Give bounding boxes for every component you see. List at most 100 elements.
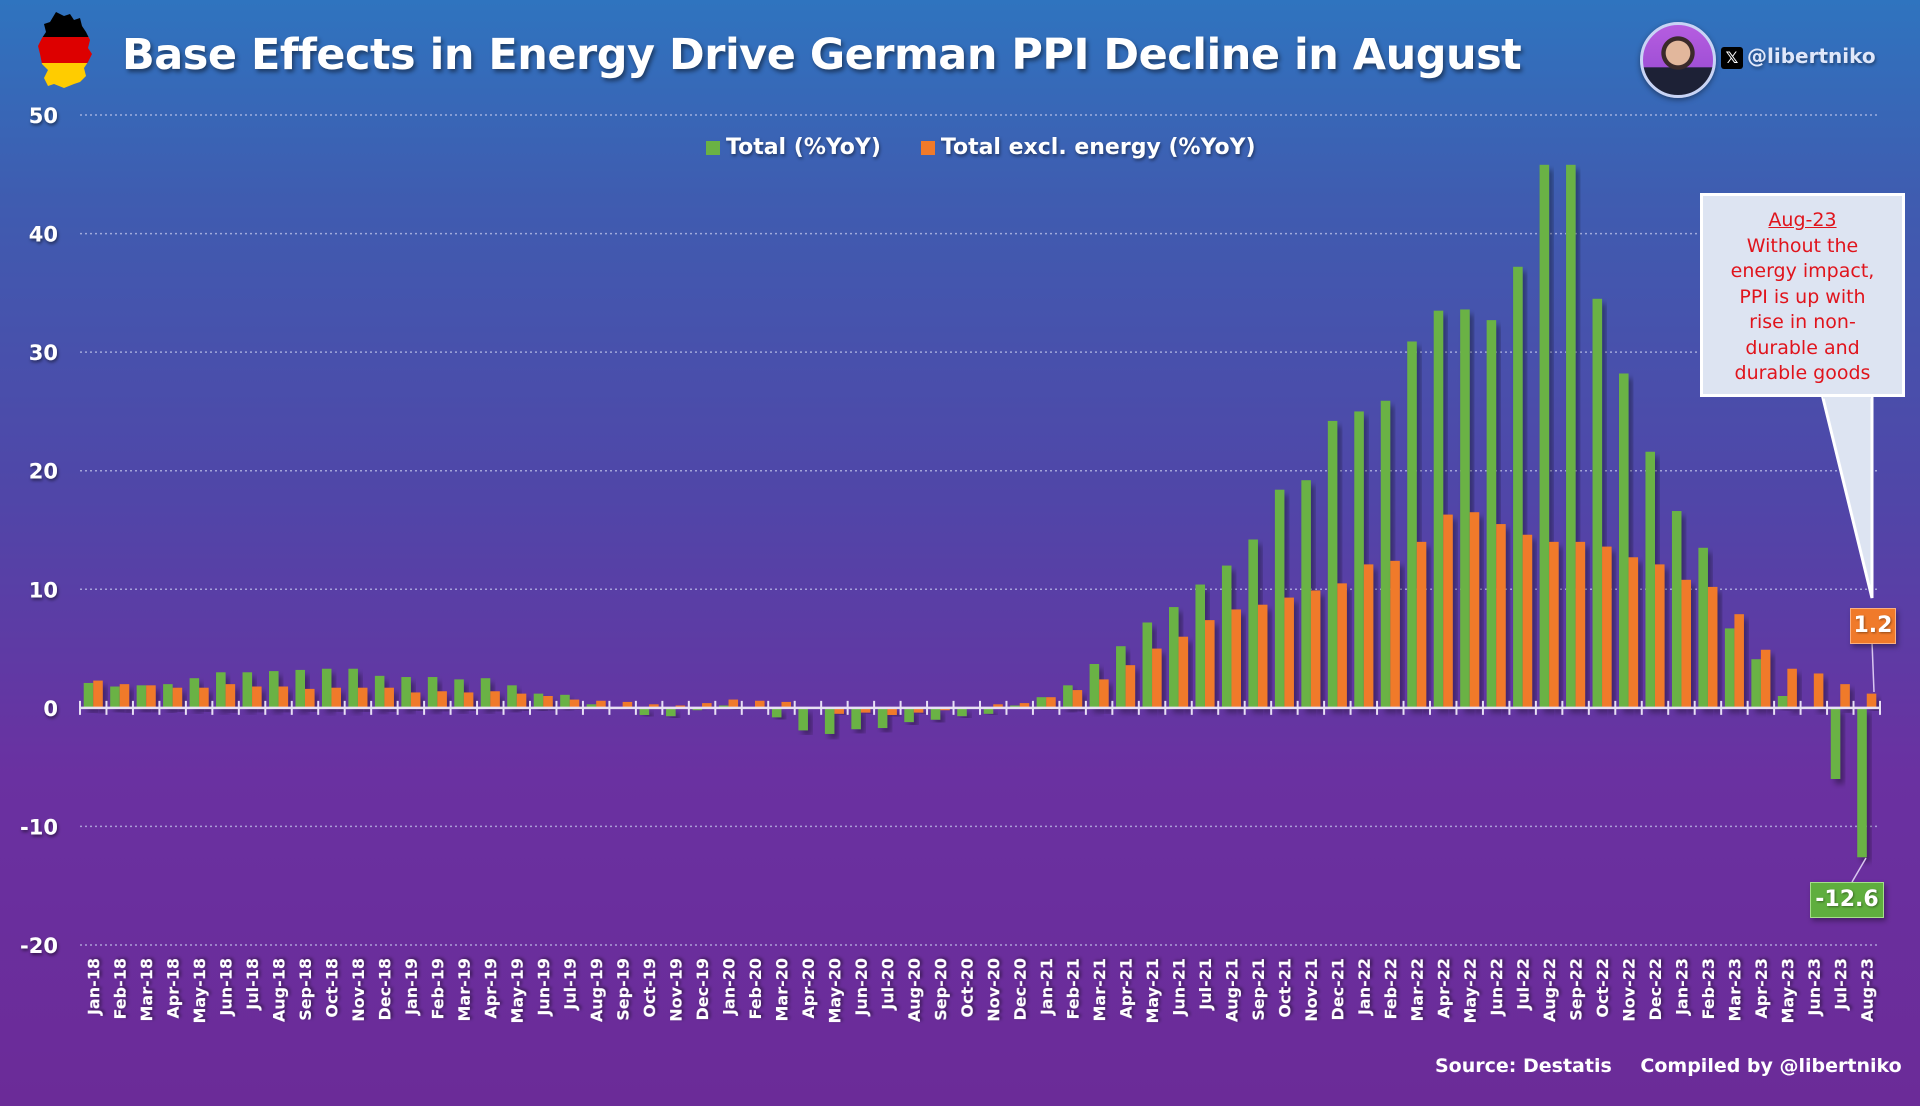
- x-tick-label: Jan-19: [402, 958, 421, 1016]
- bar-excl-energy-oct-22: [1602, 546, 1612, 708]
- x-tick-label: Aug-20: [905, 958, 924, 1022]
- x-tick-label: Oct-22: [1593, 958, 1612, 1018]
- bar-total-apr-21: [1116, 646, 1126, 708]
- x-tick-label: Sep-21: [1249, 958, 1268, 1021]
- bar-excl-energy-dec-22: [1655, 564, 1665, 708]
- bar-excl-energy-jul-22: [1522, 534, 1533, 708]
- bar-excl-energy-dec-20: [1019, 703, 1030, 708]
- value-label-total-aug-23: -12.6: [1810, 882, 1884, 918]
- bar-total-mar-20: [771, 707, 782, 718]
- germany-map-flag-icon: [38, 12, 92, 88]
- x-tick-label: Jul-18: [243, 958, 262, 1011]
- bar-excl-energy-oct-18: [331, 687, 341, 708]
- x-tick-label: Jan-23: [1672, 958, 1691, 1016]
- bar-excl-energy-jun-19: [543, 696, 553, 708]
- x-tick-label: Aug-22: [1540, 958, 1559, 1022]
- bar-total-aug-22: [1539, 164, 1550, 708]
- bar-total-nov-21: [1301, 480, 1311, 708]
- callout-line: Without the: [1746, 234, 1859, 257]
- bar-excl-energy-apr-18: [172, 687, 183, 708]
- callout-line: PPI is up with: [1739, 285, 1866, 308]
- bar-total-oct-19: [639, 707, 650, 715]
- bar-total-aug-21: [1221, 565, 1232, 708]
- bar-excl-energy-mar-23: [1734, 614, 1744, 708]
- bar-total-dec-22: [1645, 451, 1655, 708]
- x-tick-label: Jun-22: [1487, 958, 1506, 1017]
- callout-line: durable and: [1745, 336, 1860, 359]
- bar-excl-energy-oct-21: [1284, 597, 1294, 708]
- x-tick-label: Dec-18: [375, 958, 394, 1021]
- legend-label-excl-energy: Total excl. energy (%YoY): [940, 135, 1256, 160]
- bar-excl-energy-dec-19: [702, 703, 712, 708]
- bar-total-jun-20: [851, 707, 861, 730]
- bar-total-mar-19: [454, 679, 464, 708]
- bar-excl-energy-nov-22: [1628, 557, 1639, 708]
- bar-total-jan-22: [1354, 411, 1364, 708]
- bar-excl-energy-jul-19: [569, 699, 580, 708]
- x-tick-label: Apr-19: [481, 958, 500, 1019]
- x-axis-tick-labels: Jan-18 Feb-18 Mar-18 Apr-18 May-18 Jun-18 Jul-…: [84, 958, 1877, 1024]
- bar-total-aug-18: [269, 671, 279, 708]
- bar-total-apr-22: [1433, 310, 1444, 708]
- bar-total-mar-22: [1407, 341, 1417, 708]
- footer: Source: Destatis Compiled by @libertniko: [1435, 1055, 1902, 1077]
- bar-excl-energy-mar-19: [463, 692, 474, 708]
- bar-total-oct-22: [1592, 298, 1603, 708]
- x-tick-label: Jan-20: [720, 958, 739, 1016]
- x-tick-label: Oct-19: [640, 958, 659, 1018]
- bar-total-may-18: [189, 678, 200, 708]
- bar-total-nov-19: [666, 707, 676, 717]
- bar-excl-energy-may-19: [516, 693, 527, 708]
- bar-excl-energy-jan-22: [1363, 564, 1374, 708]
- x-tick-label: Apr-22: [1434, 958, 1453, 1019]
- bar-excl-energy-jul-21: [1205, 620, 1215, 708]
- legend-item-total[interactable]: Total (%YoY): [706, 135, 881, 160]
- bar-excl-energy-may-20: [834, 707, 844, 714]
- x-tick-label: Oct-21: [1275, 958, 1294, 1018]
- bar-total-dec-18: [374, 675, 385, 708]
- y-tick-label: 40: [29, 223, 58, 247]
- bar-excl-energy-jun-18: [225, 684, 236, 708]
- bar-total-may-22: [1460, 309, 1470, 708]
- y-tick-label: 30: [29, 341, 58, 365]
- bar-total-jul-21: [1195, 584, 1205, 708]
- bar-total-jul-19: [560, 694, 570, 708]
- x-tick-label: Apr-18: [164, 958, 183, 1019]
- legend-swatch-excl-energy: [920, 140, 935, 155]
- legend-item-excl-energy[interactable]: Total excl. energy (%YoY): [920, 135, 1256, 160]
- bar-excl-energy-feb-18: [119, 684, 130, 708]
- bar-excl-energy-aug-22: [1549, 541, 1559, 708]
- bar-total-jul-22: [1513, 266, 1523, 708]
- bar-total-apr-18: [163, 684, 173, 708]
- bar-total-feb-23: [1698, 547, 1708, 708]
- bar-excl-energy-aug-21: [1231, 609, 1241, 708]
- bar-excl-energy-jun-23: [1813, 673, 1824, 708]
- x-tick-label: Feb-23: [1699, 958, 1718, 1020]
- x-tick-label: Sep-18: [296, 958, 315, 1021]
- y-tick-label: 50: [29, 104, 58, 128]
- x-tick-label: Jan-22: [1355, 958, 1374, 1016]
- bar-excl-energy-apr-23: [1760, 649, 1771, 708]
- chart-title: Base Effects in Energy Drive German PPI …: [122, 30, 1522, 80]
- bar-total-nov-18: [348, 668, 358, 708]
- bar-total-may-20: [824, 707, 835, 734]
- bar-excl-energy-feb-19: [437, 691, 447, 708]
- x-tick-label: Mar-18: [137, 958, 156, 1022]
- bar-total-oct-20: [957, 707, 967, 717]
- author-handle[interactable]: @libertniko: [1747, 44, 1876, 68]
- y-tick-label: 0: [43, 697, 58, 721]
- bar-total-feb-19: [427, 677, 438, 708]
- x-tick-label: Jul-23: [1831, 958, 1850, 1011]
- x-tick-label: Jun-20: [852, 958, 871, 1017]
- x-tick-label: Nov-21: [1302, 958, 1321, 1022]
- author-avatar: [1640, 22, 1716, 98]
- x-tick-label: Jun-19: [534, 958, 553, 1017]
- bar-total-oct-21: [1274, 489, 1285, 708]
- x-tick-label: Feb-18: [111, 958, 130, 1020]
- bar-excl-energy-feb-22: [1390, 560, 1400, 708]
- bar-total-jun-22: [1486, 320, 1497, 708]
- x-tick-label: Apr-21: [1117, 958, 1136, 1019]
- y-axis-tick-labels: 50 40 30 20 10 0 -10 -20: [20, 104, 58, 958]
- bar-total-feb-21: [1063, 685, 1073, 708]
- bar-total-sep-22: [1566, 164, 1576, 708]
